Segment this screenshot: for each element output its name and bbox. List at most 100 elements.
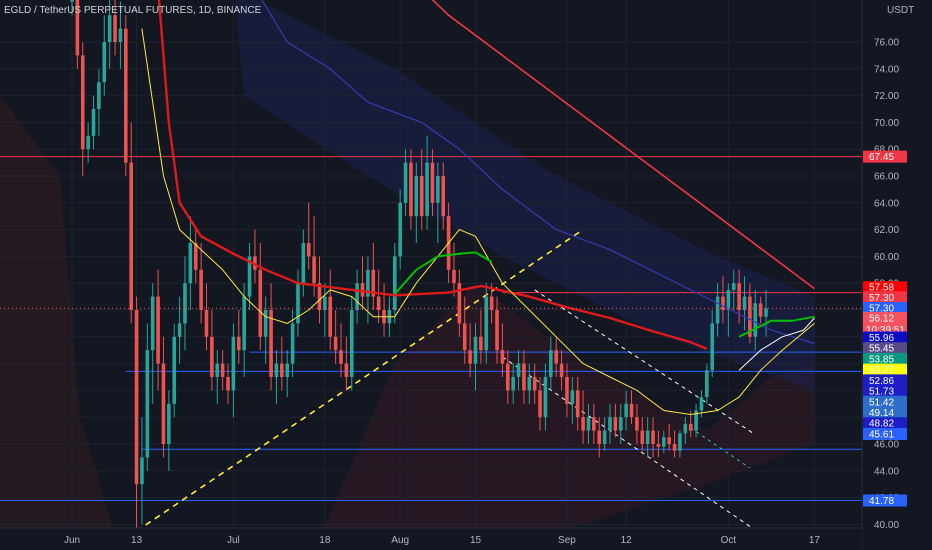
price-tick-label: 76.00 <box>874 38 899 49</box>
candle-body <box>344 363 349 377</box>
candle-body <box>231 336 236 391</box>
price-tag-label: 55.45 <box>869 344 894 355</box>
candle-body <box>462 323 467 351</box>
candle-body <box>452 269 456 284</box>
indicator-series-line <box>157 0 708 351</box>
candle-body <box>586 417 591 431</box>
lower-red-band <box>314 283 815 550</box>
candle-body <box>188 243 193 284</box>
price-tag-box <box>863 291 907 304</box>
price-tick-label: 44.00 <box>874 466 899 477</box>
time-tick-label: 15 <box>470 535 482 546</box>
candle-body <box>484 296 489 351</box>
candle-body <box>355 283 359 310</box>
candle-body <box>150 296 155 351</box>
candle-body <box>473 336 478 364</box>
candle-body <box>635 417 639 431</box>
price-tick-label: 40.00 <box>874 520 899 531</box>
candle-body <box>204 310 209 337</box>
candle-body <box>656 444 661 447</box>
price-tag-label: 56.12 <box>869 314 894 325</box>
time-tick-label: 18 <box>319 535 331 546</box>
candle-body <box>193 243 198 270</box>
candle-body <box>274 363 279 377</box>
price-labels: 67.4557.5857.3057.3056.1210:39:5155.9655… <box>863 150 907 507</box>
candle-body <box>672 444 677 451</box>
time-tick-label: Jul <box>227 535 240 546</box>
candle-body <box>549 350 553 377</box>
candle-body <box>505 363 510 391</box>
candle-body <box>629 403 634 418</box>
candle-body <box>726 289 731 310</box>
candle-body <box>753 303 758 337</box>
candle-body <box>662 437 666 447</box>
candle-body <box>613 417 618 431</box>
time-tick-label: Sep <box>558 535 576 546</box>
candle-body <box>667 437 671 444</box>
price-tag-label: 53.85 <box>869 354 894 365</box>
candle-body <box>247 256 252 297</box>
candle-body <box>522 363 526 391</box>
price-tag-label: 41.78 <box>869 496 894 507</box>
price-tick-label: 60.00 <box>874 252 899 263</box>
price-tag-box <box>863 385 907 398</box>
left-red-band <box>0 95 120 550</box>
candle-body <box>113 15 117 42</box>
candle-body <box>215 363 220 377</box>
time-axis-panel[interactable] <box>0 528 862 550</box>
price-tag-label: 48.82 <box>869 419 894 430</box>
price-tick-label: 62.00 <box>874 225 899 236</box>
candle-body <box>575 390 580 418</box>
candle-body <box>500 350 505 364</box>
candle-body <box>220 363 225 377</box>
price-tag-box <box>863 494 907 507</box>
price-tag-label: 57.30 <box>869 293 894 304</box>
candle-body <box>393 256 397 310</box>
candle-body <box>592 417 596 431</box>
candle-body <box>236 336 241 351</box>
price-tag-label: 55.96 <box>869 333 894 344</box>
indicator-series-line <box>141 28 815 415</box>
candle-body <box>554 350 558 364</box>
candle-body <box>715 296 720 324</box>
candle-body <box>425 162 429 217</box>
candle-body <box>140 457 144 485</box>
price-tick-label: 68.00 <box>874 145 899 156</box>
price-tag-box <box>863 301 907 314</box>
candle-body <box>543 377 548 418</box>
candle-body <box>565 377 569 404</box>
candle-body <box>758 303 763 317</box>
candle-body <box>242 296 246 351</box>
price-tag-box <box>863 427 907 440</box>
trend-line <box>690 427 751 469</box>
candle-body <box>70 0 74 2</box>
price-tag-box <box>863 352 907 365</box>
candle-body <box>441 176 446 217</box>
candle-body <box>479 336 483 351</box>
chart-title: EGLD / TetherUS PERPETUAL FUTURES, 1D, B… <box>4 5 262 16</box>
price-tag-box <box>863 281 907 294</box>
candle-body <box>156 296 160 364</box>
candle-body <box>107 15 112 42</box>
candle-body <box>742 296 747 310</box>
candle-body <box>527 377 532 391</box>
candle-body <box>688 423 693 431</box>
candle-body <box>559 363 564 377</box>
candle-body <box>301 243 306 284</box>
candle-body <box>91 109 96 136</box>
price-tag-box <box>863 417 907 430</box>
candle-body <box>371 269 376 297</box>
candle-body <box>226 377 230 391</box>
candle-body <box>414 176 419 217</box>
candle-body <box>705 370 709 398</box>
candle-body <box>118 28 123 42</box>
indicator-series-line <box>738 315 815 338</box>
price-tag-label: 57.58 <box>869 283 894 294</box>
candle-body <box>134 310 139 485</box>
candle-body <box>210 336 214 377</box>
price-tick-label: 72.00 <box>874 91 899 102</box>
candle-body <box>581 417 585 431</box>
price-axis-panel[interactable] <box>862 0 932 550</box>
price-tick-label: 74.00 <box>874 64 899 75</box>
